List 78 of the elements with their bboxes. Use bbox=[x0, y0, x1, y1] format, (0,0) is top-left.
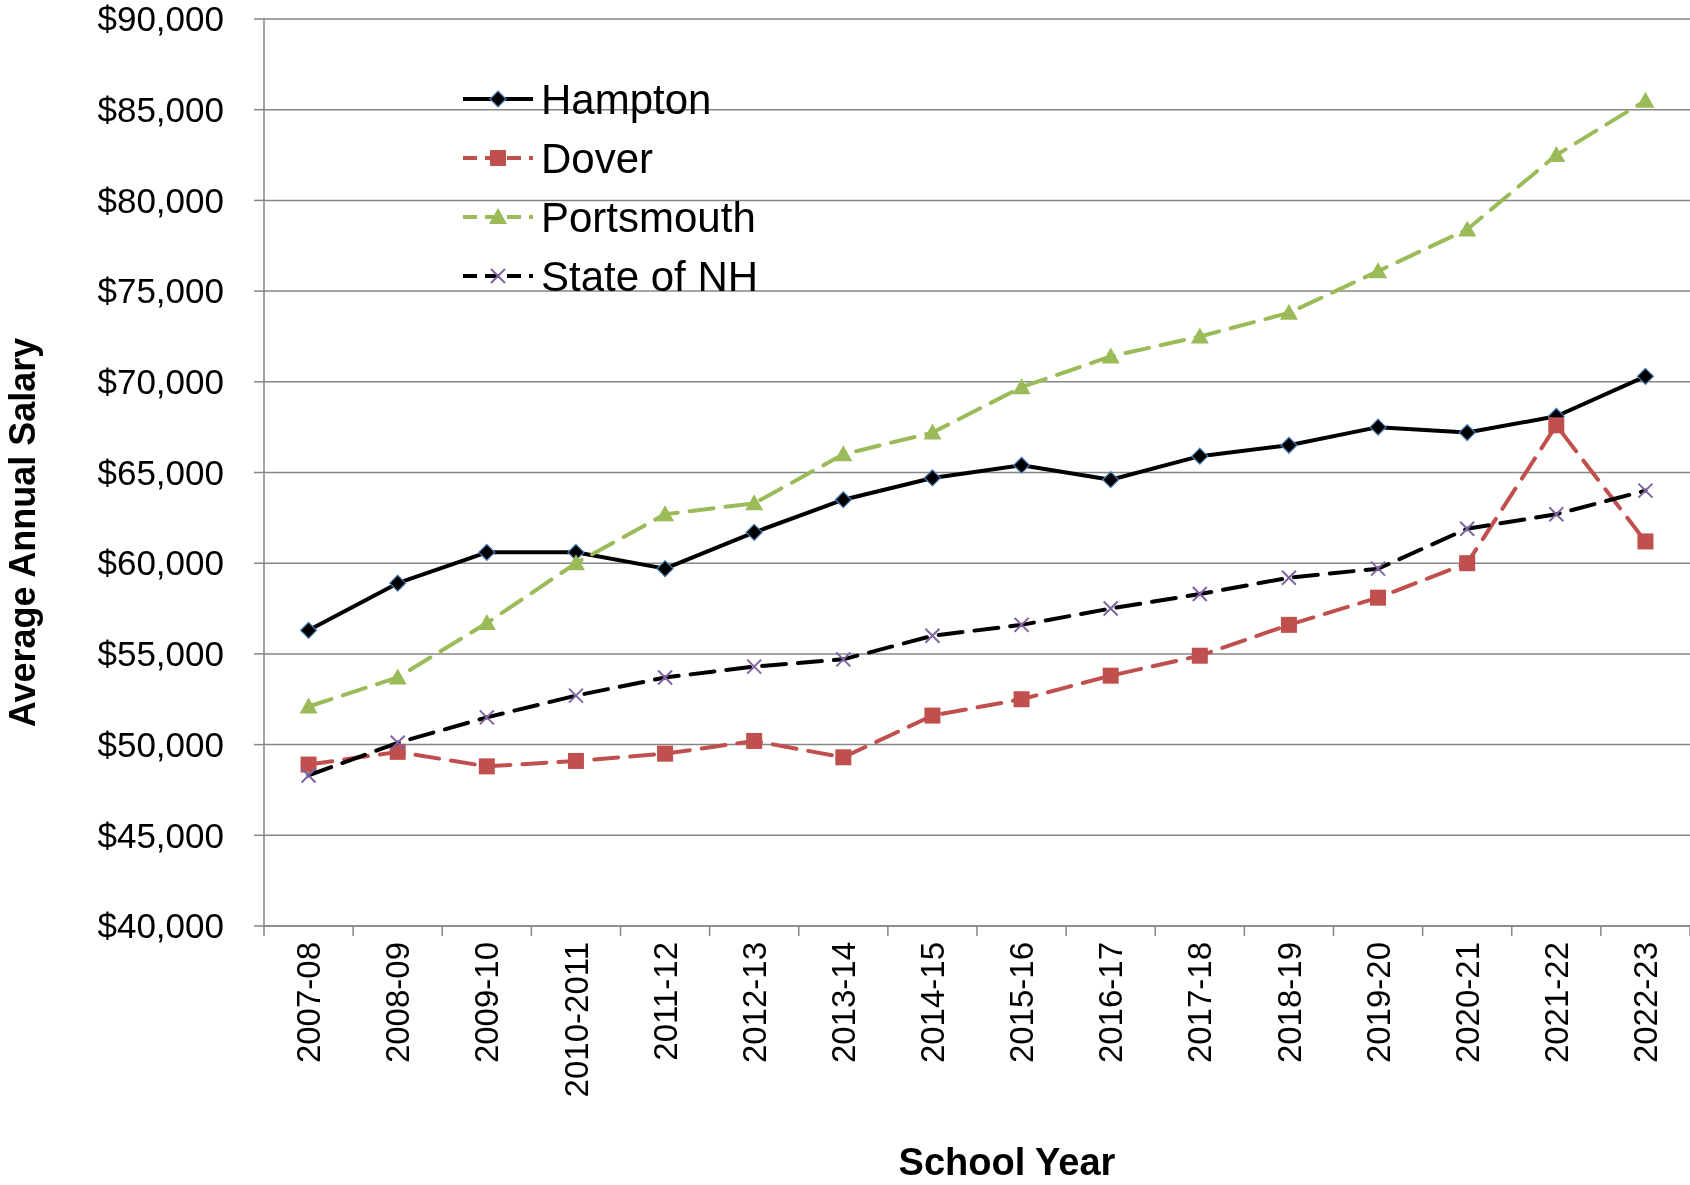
point bbox=[835, 749, 852, 766]
x-tick-label: 2014-15 bbox=[913, 942, 951, 1064]
y-tick-label: $75,000 bbox=[97, 271, 224, 311]
point bbox=[388, 668, 407, 685]
x-tick-label: 2016-17 bbox=[1092, 942, 1130, 1064]
point bbox=[1547, 146, 1566, 163]
y-tick-label: $45,000 bbox=[97, 815, 224, 855]
point bbox=[1280, 616, 1297, 633]
point bbox=[746, 732, 763, 749]
y-tick-label: $55,000 bbox=[97, 634, 224, 674]
x-tick-label: 2021-22 bbox=[1537, 942, 1575, 1064]
point bbox=[1636, 367, 1655, 385]
x-tick-label: 2020-21 bbox=[1448, 942, 1486, 1064]
point bbox=[923, 469, 942, 487]
legend-label: Hampton bbox=[541, 75, 712, 123]
point bbox=[656, 505, 675, 522]
y-tick-label: $85,000 bbox=[97, 89, 224, 129]
y-tick-label: $60,000 bbox=[97, 543, 224, 583]
point bbox=[567, 752, 584, 769]
point bbox=[477, 614, 496, 631]
point bbox=[1191, 447, 1209, 465]
point bbox=[1458, 423, 1476, 442]
legend-label: Dover bbox=[541, 134, 654, 182]
point bbox=[299, 621, 318, 639]
point bbox=[1102, 471, 1120, 489]
legend-label: State of NH bbox=[541, 252, 759, 300]
x-tick-label: 2009-10 bbox=[468, 942, 506, 1064]
point bbox=[299, 697, 318, 714]
point bbox=[478, 543, 496, 561]
x-tick-label: 2011-12 bbox=[646, 942, 684, 1061]
point bbox=[1190, 327, 1209, 344]
point bbox=[1548, 417, 1565, 434]
y-tick-label: $70,000 bbox=[97, 362, 224, 402]
y-axis-title: Average Annual Salary bbox=[2, 337, 43, 728]
y-tick-label: $80,000 bbox=[97, 180, 224, 220]
x-tick-label: 2010-2011 bbox=[557, 942, 595, 1098]
x-tick-label: 2008-09 bbox=[379, 942, 417, 1064]
y-tick-label: $65,000 bbox=[97, 452, 224, 492]
point bbox=[834, 445, 853, 462]
point bbox=[1369, 418, 1387, 436]
y-tick-label: $50,000 bbox=[97, 724, 224, 764]
point bbox=[745, 523, 763, 541]
x-tick-label: 2019-20 bbox=[1359, 942, 1397, 1064]
x-axis-title: School Year bbox=[898, 1141, 1116, 1183]
point bbox=[1458, 220, 1477, 237]
x-tick-label: 2007-08 bbox=[290, 942, 328, 1064]
point bbox=[1637, 533, 1654, 550]
point bbox=[478, 758, 495, 775]
point bbox=[657, 745, 674, 762]
point bbox=[1191, 647, 1208, 664]
point bbox=[1279, 303, 1298, 320]
point bbox=[1459, 555, 1476, 572]
point bbox=[1370, 589, 1387, 606]
legend-label: Portsmouth bbox=[541, 193, 756, 241]
point bbox=[923, 423, 942, 440]
point bbox=[1101, 347, 1120, 364]
x-tick-label: 2012-13 bbox=[735, 942, 773, 1064]
point bbox=[1012, 456, 1031, 474]
point bbox=[1369, 262, 1388, 279]
point bbox=[1102, 667, 1119, 684]
point bbox=[834, 491, 852, 509]
y-tick-label: $90,000 bbox=[97, 0, 224, 39]
point bbox=[745, 494, 764, 511]
x-tick-label: 2022-23 bbox=[1626, 942, 1664, 1064]
x-tick-label: 2017-18 bbox=[1181, 942, 1219, 1064]
point bbox=[924, 707, 941, 724]
point bbox=[566, 554, 585, 571]
point bbox=[567, 543, 585, 561]
point bbox=[1280, 436, 1298, 454]
x-tick-label: 2018-19 bbox=[1270, 942, 1308, 1064]
point bbox=[1012, 378, 1031, 395]
point bbox=[389, 574, 407, 592]
point bbox=[1636, 91, 1655, 108]
point bbox=[1013, 691, 1030, 708]
x-tick-label: 2013-14 bbox=[824, 942, 862, 1064]
point bbox=[656, 560, 674, 578]
x-tick-label: 2015-16 bbox=[1003, 942, 1041, 1064]
y-tick-label: $40,000 bbox=[97, 906, 224, 946]
